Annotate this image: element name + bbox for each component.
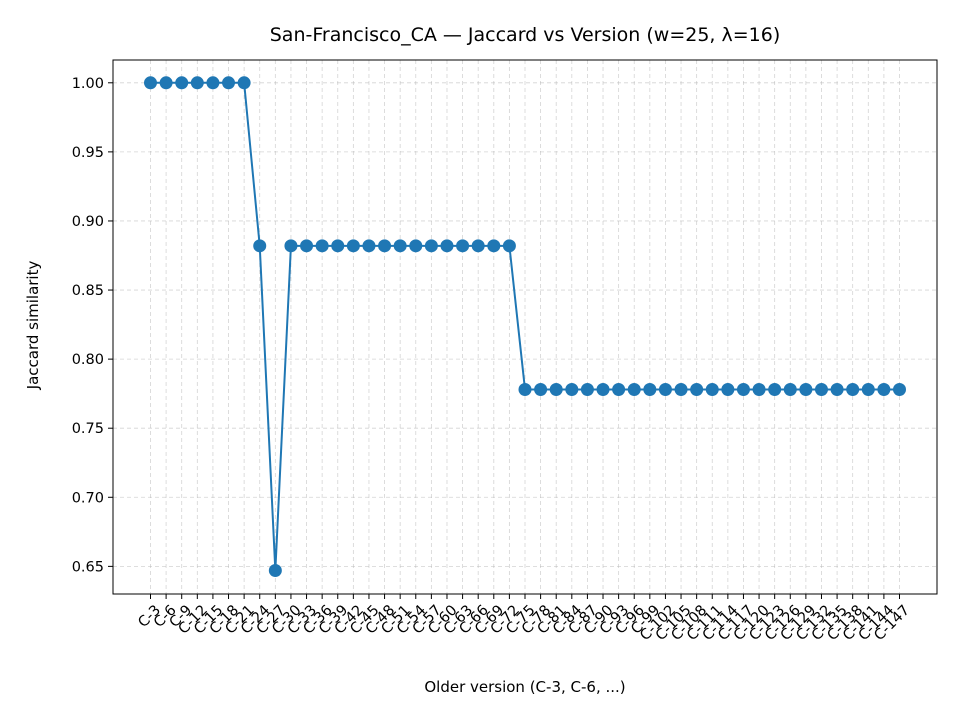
data-point (456, 239, 470, 253)
data-point (877, 383, 891, 397)
y-tick-label: 0.65 (72, 559, 104, 575)
data-point (237, 76, 251, 90)
y-tick-label: 1.00 (72, 76, 104, 92)
data-point (487, 239, 501, 253)
data-point (362, 239, 376, 253)
data-point (721, 383, 735, 397)
plot-layer (144, 76, 906, 578)
data-point (549, 383, 563, 397)
data-point (565, 383, 579, 397)
data-point (580, 383, 594, 397)
data-point (674, 383, 688, 397)
y-tick-label: 0.85 (72, 283, 104, 299)
data-point (331, 239, 345, 253)
data-point (518, 383, 532, 397)
data-point (893, 383, 906, 397)
data-point (658, 383, 672, 397)
data-point (471, 239, 485, 253)
data-point (206, 76, 220, 90)
data-point (612, 383, 626, 397)
data-point (175, 76, 189, 90)
data-point (846, 383, 860, 397)
y-tick-label: 0.95 (72, 145, 104, 161)
data-point (424, 239, 438, 253)
data-point (502, 239, 516, 253)
data-point (393, 239, 407, 253)
x-axis-label: Older version (C-3, C-6, ...) (424, 678, 625, 696)
grid-layer (113, 60, 937, 594)
data-point (300, 239, 314, 253)
data-point (690, 383, 704, 397)
data-point (643, 383, 657, 397)
data-point (268, 564, 282, 578)
data-point (799, 383, 813, 397)
data-point (159, 76, 173, 90)
y-tick-label: 0.70 (72, 490, 104, 506)
y-tick-label: 0.80 (72, 352, 104, 368)
data-point (253, 239, 267, 253)
data-point (284, 239, 298, 253)
y-tick-label: 0.75 (72, 421, 104, 437)
data-point (315, 239, 329, 253)
chart-title: San-Francisco_CA — Jaccard vs Version (w… (270, 24, 781, 46)
axis-layer: C-3C-6C-9C-12C-15C-18C-21C-24C-27C-30C-3… (72, 76, 913, 644)
data-point (534, 383, 548, 397)
data-point (705, 383, 719, 397)
data-point (752, 383, 766, 397)
data-point (440, 239, 454, 253)
data-point (144, 76, 157, 90)
data-point (768, 383, 782, 397)
data-point (861, 383, 875, 397)
data-point (190, 76, 204, 90)
data-point (596, 383, 610, 397)
data-point (378, 239, 392, 253)
data-point (346, 239, 360, 253)
data-point (736, 383, 750, 397)
data-point (814, 383, 828, 397)
data-point (222, 76, 236, 90)
y-axis-label: Jaccard similarity (24, 261, 42, 391)
y-tick-label: 0.90 (72, 214, 104, 230)
data-point (409, 239, 423, 253)
data-point (627, 383, 641, 397)
data-point (783, 383, 797, 397)
data-point (830, 383, 844, 397)
